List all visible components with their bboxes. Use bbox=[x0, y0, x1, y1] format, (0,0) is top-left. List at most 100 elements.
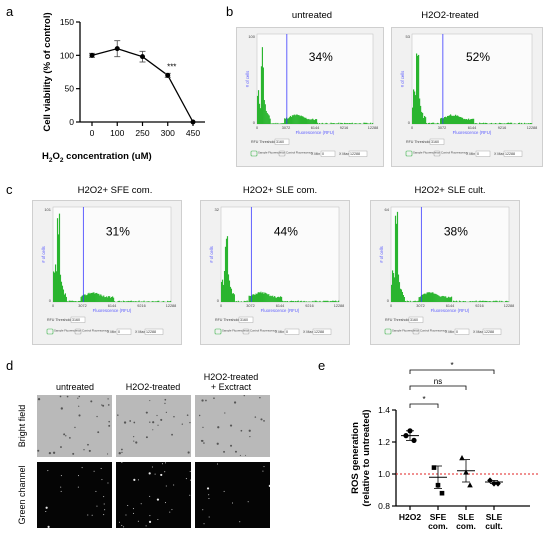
bf-cell bbox=[135, 441, 138, 444]
histogram-bar bbox=[415, 301, 417, 302]
histogram-bar bbox=[226, 236, 229, 302]
bf-cell bbox=[201, 399, 204, 402]
histogram-bar bbox=[143, 300, 145, 302]
histogram-bar bbox=[443, 296, 445, 302]
histogram-bar bbox=[333, 123, 335, 124]
histogram-bar bbox=[274, 296, 276, 302]
histogram-bar bbox=[427, 292, 429, 302]
bf-cell bbox=[78, 395, 81, 398]
histogram-bar bbox=[244, 301, 246, 302]
histogram-bar bbox=[482, 300, 484, 302]
histogram-bar bbox=[223, 271, 226, 302]
histogram-bar bbox=[502, 301, 504, 302]
histogram-bar bbox=[475, 123, 477, 124]
gc-cell bbox=[208, 494, 210, 496]
histogram-bar bbox=[455, 114, 457, 124]
flow-histogram-untreated: 100 0 # of cells 0 3072 6144 9216 12288 Fluoresc… bbox=[236, 27, 384, 167]
xmin-label: X Min bbox=[466, 152, 475, 156]
plot-area bbox=[220, 206, 340, 303]
histogram-bar bbox=[496, 300, 498, 302]
histogram-bar bbox=[415, 95, 417, 124]
plot-area bbox=[411, 33, 533, 125]
gc-cell bbox=[45, 511, 47, 513]
flow-x-tick: 9216 bbox=[475, 304, 483, 308]
histogram-bar bbox=[347, 123, 350, 124]
histogram-bar bbox=[478, 301, 480, 302]
histogram-bar bbox=[285, 301, 288, 302]
histogram-bar bbox=[314, 300, 316, 302]
histogram-bar bbox=[332, 123, 334, 124]
rfu-threshold-label: RFU Threshold bbox=[251, 140, 275, 144]
positive-percent: 52% bbox=[466, 50, 490, 64]
bf-cell bbox=[173, 416, 175, 418]
histogram-bar bbox=[404, 301, 406, 302]
y-max-tick: 101 bbox=[44, 207, 51, 212]
histogram-bar bbox=[430, 293, 432, 302]
bf-cell bbox=[88, 449, 91, 452]
histogram-bar bbox=[396, 211, 399, 302]
histogram-bar bbox=[228, 280, 231, 302]
histogram-bar bbox=[445, 116, 447, 124]
histogram-bar bbox=[412, 107, 414, 124]
bf-cell bbox=[243, 395, 245, 397]
bf-cell bbox=[78, 405, 80, 407]
histogram-bar bbox=[349, 123, 351, 124]
y-tick-label: 0 bbox=[69, 117, 74, 127]
histogram-bar bbox=[132, 301, 134, 302]
histogram-bar bbox=[508, 122, 510, 124]
bf-cell bbox=[145, 436, 148, 439]
histogram-bar bbox=[286, 118, 289, 124]
xmin-label: X Min bbox=[275, 330, 284, 334]
histogram-bar bbox=[252, 294, 254, 302]
gc-cell bbox=[202, 509, 204, 511]
flow-histogram-sfe-com: 101 0 # of cells 0 3072 6144 9216 12288 Fluoresc… bbox=[32, 200, 182, 345]
histogram-bar bbox=[424, 115, 426, 124]
data-point bbox=[407, 428, 413, 434]
histogram-bar bbox=[273, 123, 275, 124]
gc-cell bbox=[133, 512, 135, 514]
histogram-bar bbox=[444, 117, 446, 124]
histogram-bar bbox=[472, 118, 474, 124]
histogram-bar bbox=[113, 301, 116, 302]
bf-cell bbox=[213, 397, 215, 399]
gc-cell bbox=[125, 514, 127, 516]
histogram-bar bbox=[455, 300, 458, 302]
flow-x-label: Fluorescence (RFU) bbox=[93, 308, 132, 313]
plot-area bbox=[256, 33, 374, 125]
rfu-threshold-value: 3160 bbox=[72, 318, 80, 322]
histogram-bar bbox=[331, 301, 333, 302]
data-point bbox=[495, 480, 501, 487]
histogram-bar bbox=[163, 300, 165, 302]
histogram-bar bbox=[490, 301, 492, 302]
bright-field-h2o2 bbox=[116, 395, 191, 457]
histogram-bar bbox=[257, 292, 259, 302]
histogram-bar bbox=[146, 301, 148, 302]
bf-background bbox=[116, 395, 191, 457]
histogram-bar bbox=[300, 300, 302, 302]
histogram-bar bbox=[423, 117, 425, 124]
gc-cell bbox=[223, 490, 225, 492]
histogram-bar bbox=[158, 300, 160, 302]
histogram-bar bbox=[60, 281, 63, 302]
histogram-bar bbox=[446, 297, 448, 302]
bf-cell bbox=[120, 448, 123, 451]
histogram-bar bbox=[450, 296, 453, 302]
panel-label-c: c bbox=[6, 182, 13, 197]
histogram-bar bbox=[499, 300, 501, 302]
bf-cell bbox=[254, 416, 257, 418]
histogram-bar bbox=[425, 117, 427, 124]
histogram-bar bbox=[112, 297, 115, 302]
gc-cell bbox=[149, 495, 151, 497]
histogram-bar bbox=[330, 122, 332, 124]
xmax-label: X Max bbox=[473, 330, 483, 334]
bf-cell bbox=[152, 429, 154, 431]
y-max-tick: 32 bbox=[215, 207, 220, 212]
histogram-bar bbox=[424, 293, 426, 302]
bf-cell bbox=[229, 424, 233, 427]
flow-x-tick: 6144 bbox=[108, 304, 116, 308]
histogram-bar bbox=[355, 123, 357, 124]
histogram-bar bbox=[451, 115, 453, 124]
histogram-bar bbox=[169, 301, 171, 302]
gc-cell bbox=[95, 490, 97, 492]
green-channel-h2o2 bbox=[116, 462, 191, 528]
